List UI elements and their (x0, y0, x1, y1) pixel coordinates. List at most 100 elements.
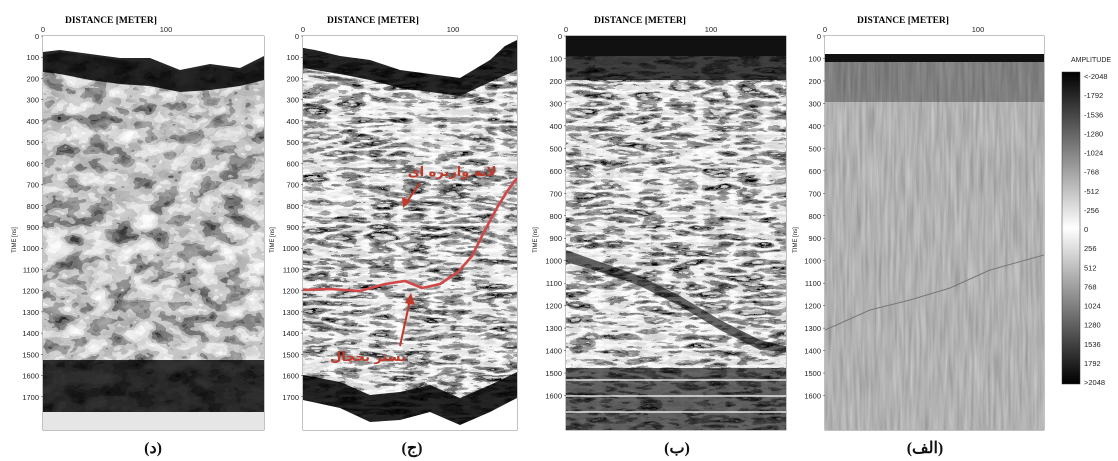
colorbar-ticks: <-2048 -1792 -1536 -1280 -1024 -768 -512 -256 0 2… (1084, 72, 1108, 387)
panel-d-y-tick: 1300 (22, 308, 39, 317)
colorbar-tick-label: 768 (1084, 282, 1097, 291)
glacier-bed-line (303, 177, 517, 293)
panel-d-y-ticks: 0 100 200 300 400 500 600 700 800 900 1000 1100 1200… (22, 32, 43, 402)
panel-b-y-tick: 1200 (545, 302, 562, 311)
panel-d-y-tick: 600 (26, 159, 39, 168)
panel-b-y-tick: 800 (549, 212, 562, 221)
panel-alef-y-tick: 300 (808, 99, 821, 108)
panel-j-y-tick: 1600 (282, 372, 299, 381)
panel-alef-y-tick: 1100 (805, 279, 821, 288)
panel-alef-x-title: DISTANCE [METER] (857, 16, 949, 26)
colorbar-tick-label: -1536 (1084, 110, 1103, 119)
annotation-debris-arrowhead (402, 197, 411, 208)
annotation-glacier-bed: بستر يخچال (330, 350, 406, 365)
panel-b: DISTANCE [METER] 0 100 0 100 200 300 400 500 6… (533, 16, 787, 457)
panel-d-y-tick: 900 (26, 223, 39, 232)
panel-b-y-tick: 100 (549, 54, 562, 63)
panel-b-y-tick: 1600 (545, 392, 562, 401)
colorbar-title: AMPLITUDE (1071, 57, 1111, 64)
panel-b-y-tick: 900 (549, 234, 562, 243)
colorbar-tick-label: -1280 (1084, 129, 1103, 138)
panel-d-y-tick: 500 (26, 138, 39, 147)
colorbar-tick-label: 1536 (1084, 340, 1101, 349)
panel-j-y-tick: 200 (286, 74, 299, 83)
colorbar-gradient (1061, 71, 1081, 385)
panel-d-y-tick: 1000 (22, 244, 39, 253)
colorbar-tick-label: 0 (1084, 225, 1088, 234)
panel-b-x-tick-0: 0 (564, 25, 568, 34)
amplitude-colorbar: AMPLITUDE <-2048 -1792 -1536 -1280 -1024 -768… (1061, 57, 1111, 387)
panel-j-y-tick: 1100 (283, 265, 299, 274)
panel-alef-label: (الف) (907, 440, 944, 457)
panel-j-bottom-edge (303, 398, 517, 430)
panel-b-image (566, 36, 786, 430)
panel-b-y-tick: 1300 (545, 324, 562, 333)
panel-alef-y-tick: 0 (817, 32, 821, 41)
panel-j-y-tick: 600 (286, 159, 299, 168)
panel-alef-y-tick: 500 (808, 144, 821, 153)
panel-j-y-tick: 400 (286, 117, 299, 126)
panel-d-y-tick: 800 (26, 202, 39, 211)
panel-j-label: (ج) (402, 440, 423, 458)
panel-j-y-tick: 1700 (282, 393, 299, 402)
panel-j-x-tick-100: 100 (447, 25, 460, 34)
panel-alef-shallow-noise (825, 62, 1044, 102)
panel-alef-y-tick: 1300 (804, 324, 821, 333)
panel-d-y-tick: 1600 (22, 372, 39, 381)
panel-b-label: (ب) (664, 440, 690, 457)
panel-b-y-tick: 1100 (546, 279, 562, 288)
panel-alef-y-ticks: 0 100 200 300 400 500 600 700 800 900 1000 1100 1200… (804, 32, 825, 401)
panel-d-y-title: TIME [ns] (12, 227, 18, 253)
panel-j-y-tick: 300 (286, 96, 299, 105)
panel-alef-image (825, 36, 1044, 430)
annotation-bed-arrow-line (399, 299, 411, 347)
panel-j-y-ticks: 0 100 200 300 400 500 600 700 800 900 1000 1100 1200… (282, 32, 303, 402)
panel-b-y-tick: 1500 (545, 369, 562, 378)
panel-b-x-title: DISTANCE [METER] (594, 16, 686, 26)
panel-j-y-tick: 500 (286, 138, 299, 147)
panel-d-y-tick: 1700 (22, 393, 39, 402)
panel-d-x-title: DISTANCE [METER] (65, 16, 157, 26)
panel-alef-x-tick-100: 100 (972, 25, 985, 34)
panel-alef-y-tick: 1600 (804, 392, 821, 401)
panel-j-y-tick: 1300 (282, 308, 299, 317)
panel-alef-y-tick: 900 (808, 234, 821, 243)
panel-j-y-tick: 100 (286, 53, 299, 62)
panel-alef-y-tick: 1400 (804, 347, 821, 356)
panel-j-x-tick-0: 0 (301, 25, 305, 34)
panel-d-y-tick: 1100 (23, 265, 39, 274)
panel-j-y-tick: 0 (295, 32, 299, 41)
panel-d: DISTANCE [METER] 0 100 0 100 200 300 400 500 6… (12, 16, 265, 457)
panel-d-y-tick: 1400 (22, 329, 39, 338)
panel-b-y-tick: 1400 (545, 347, 562, 356)
colorbar-tick-label: -1024 (1084, 149, 1103, 158)
panel-d-surface-band (43, 50, 264, 92)
panel-b-y-tick: 700 (549, 189, 562, 198)
panel-d-label: (د) (144, 440, 162, 457)
panel-j-y-tick: 1400 (282, 329, 299, 338)
panel-d-y-tick: 100 (26, 53, 39, 62)
panel-alef-y-tick: 200 (808, 77, 821, 86)
annotation-debris-layer: لايه واريزه اى (408, 165, 497, 180)
panel-b-y-title: TIME [ns] (533, 227, 539, 253)
panel-b-y-tick: 300 (549, 99, 562, 108)
panel-d-air-mask (43, 36, 264, 72)
panel-alef-y-tick: 1500 (804, 369, 821, 378)
panel-alef-y-tick: 400 (808, 122, 821, 131)
panel-j-bottom-band (303, 372, 517, 430)
panel-b-y-tick: 200 (549, 77, 562, 86)
colorbar-tick-label: -768 (1084, 168, 1099, 177)
panel-b-y-tick: 0 (558, 32, 562, 41)
panel-d-y-tick: 1200 (22, 287, 39, 296)
panel-d-y-tick: 200 (26, 74, 39, 83)
panel-b-y-tick: 500 (549, 144, 562, 153)
panel-b-dipping-reflector (566, 250, 786, 352)
panel-j-y-title: TIME [ns] (270, 227, 276, 253)
panel-j-y-tick: 1000 (282, 244, 299, 253)
panel-alef-y-title: TIME [ns] (793, 227, 799, 253)
panel-d-y-tick: 400 (26, 117, 39, 126)
panel-j-y-tick: 1500 (282, 350, 299, 359)
colorbar-tick-label: >2048 (1084, 378, 1105, 387)
annotation-bed-arrowhead (405, 293, 415, 305)
